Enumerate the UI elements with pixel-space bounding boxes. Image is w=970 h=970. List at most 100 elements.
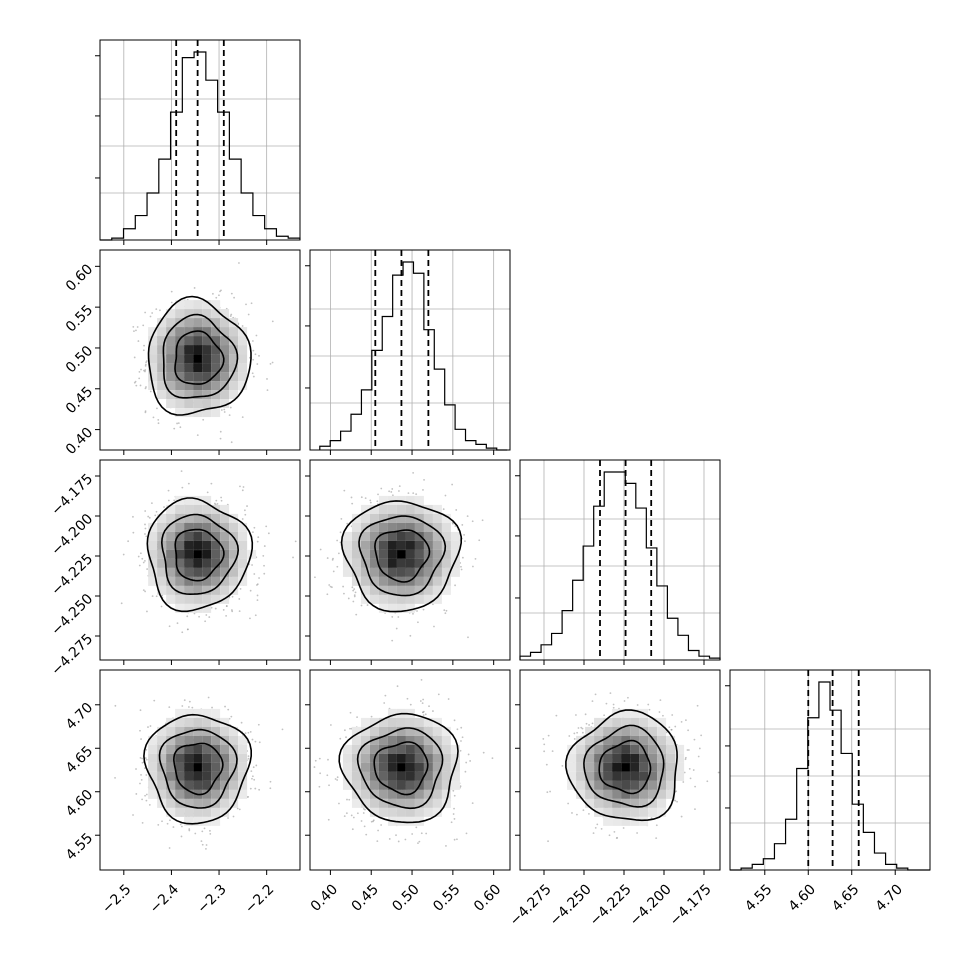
density-cell (202, 309, 212, 319)
scatter-point (144, 533, 146, 535)
density-cell (157, 549, 167, 559)
scatter-point (469, 760, 472, 762)
scatter-point (366, 604, 369, 606)
density-cell (229, 780, 239, 790)
scatter-point (229, 315, 232, 317)
scatter-point (395, 627, 398, 630)
density-cell (157, 744, 167, 754)
scatter-point (251, 340, 254, 342)
scatter-point (142, 349, 145, 352)
scatter-point (170, 290, 173, 293)
scatter-point (143, 560, 146, 562)
scatter-point (318, 785, 321, 788)
scatter-point (168, 706, 171, 709)
density-panel-2-0 (120, 453, 297, 634)
scatter-point (313, 766, 316, 768)
contour-1-0-0 (174, 330, 225, 385)
scatter-point (398, 490, 400, 492)
scatter-point (145, 774, 148, 776)
contour-2-1-2 (340, 500, 462, 613)
scatter-point (137, 555, 140, 558)
density-cell (220, 354, 230, 364)
density-cell (432, 576, 442, 586)
density-cell (441, 558, 451, 568)
scatter-point (230, 292, 233, 295)
density-cell (166, 558, 176, 568)
density-cell (378, 603, 388, 613)
density-cell (414, 531, 424, 541)
density-cell (202, 504, 212, 514)
scatter-point (252, 358, 255, 361)
density-cell (175, 345, 185, 355)
density-cell (202, 594, 212, 604)
density-cell (175, 531, 185, 541)
scatter-point (179, 426, 182, 429)
scatter-point (144, 363, 147, 366)
density-cell (193, 336, 203, 346)
scatter-point (188, 700, 191, 703)
density-cell (184, 495, 194, 505)
scatter-point (481, 519, 484, 522)
density-cell (148, 540, 158, 550)
density-cell (175, 300, 185, 310)
scatter-point (147, 726, 149, 728)
scatter-point (132, 814, 134, 816)
density-cell (202, 372, 212, 382)
scatter-point (334, 778, 337, 780)
scatter-point (406, 697, 409, 700)
scatter-point (380, 824, 383, 826)
scatter-point (391, 494, 394, 497)
scatter-point (422, 489, 424, 491)
density-cell (211, 789, 221, 799)
scatter-point (96, 345, 98, 347)
density-cell (351, 558, 361, 568)
density-cell (369, 558, 379, 568)
scatter-point (256, 599, 259, 602)
density-cell (202, 585, 212, 595)
density-cell (157, 567, 167, 577)
scatter-point (452, 522, 454, 525)
scatter-point (356, 812, 359, 815)
scatter-point (148, 803, 151, 806)
scatter-point (133, 356, 136, 359)
scatter-point (356, 716, 358, 718)
density-cell (157, 336, 167, 346)
scatter-point (180, 470, 183, 473)
density-cell (220, 567, 230, 577)
scatter-point (193, 287, 196, 289)
scatter-point (460, 568, 463, 571)
scatter-point (135, 793, 138, 795)
density-cell (432, 522, 442, 532)
scatter-point (144, 757, 147, 759)
density-cell (387, 585, 397, 595)
scatter-point (138, 564, 141, 567)
density-cell (211, 381, 221, 391)
scatter-point (159, 309, 161, 312)
scatter-point (343, 489, 346, 492)
density-cell (220, 585, 230, 595)
density-cell (396, 558, 406, 568)
density-cell (229, 345, 239, 355)
scatter-point (174, 453, 176, 455)
density-cell (148, 558, 158, 568)
scatter-point (251, 775, 254, 778)
density-cell (220, 540, 230, 550)
scatter-point (463, 533, 465, 536)
scatter-point (314, 576, 316, 579)
density-cell (423, 585, 433, 595)
scatter-point (241, 416, 244, 419)
density-cell (238, 780, 248, 790)
density-cell (387, 495, 397, 505)
density-cell (175, 504, 185, 514)
density-cell (175, 408, 185, 418)
density-cell (175, 354, 185, 364)
histogram-step-0 (100, 51, 301, 241)
scatter-point (152, 416, 155, 419)
scatter-point (232, 815, 235, 818)
density-cell (396, 594, 406, 604)
density-cell (148, 771, 158, 781)
density-cell (157, 522, 167, 532)
density-cell (369, 594, 379, 604)
density-cell (238, 744, 248, 754)
density-cell (229, 354, 239, 364)
